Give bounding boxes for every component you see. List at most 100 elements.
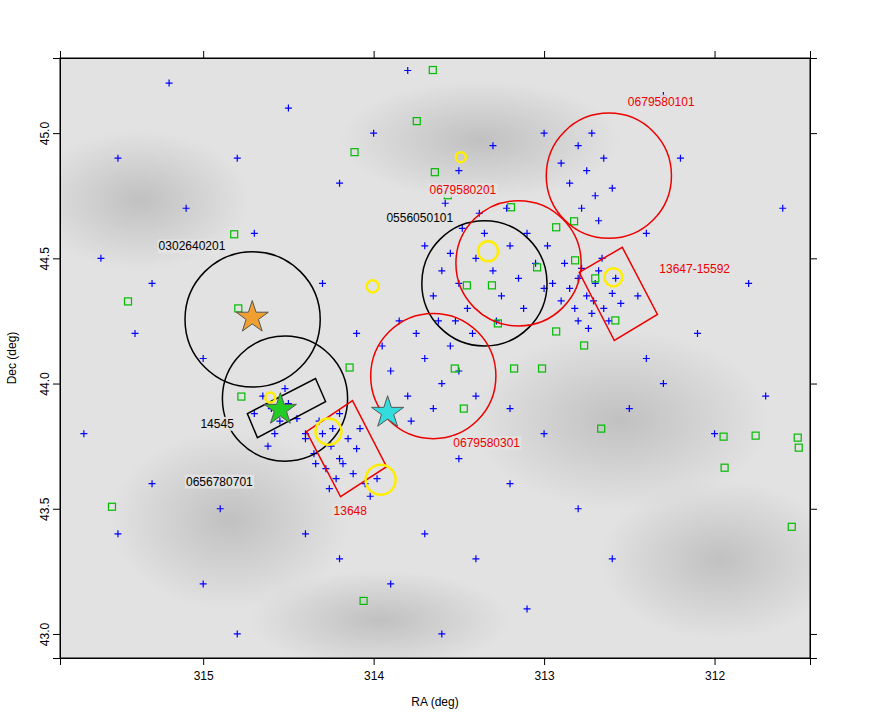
square-point (488, 282, 495, 289)
square-point (231, 231, 238, 238)
source-point (643, 355, 650, 362)
y-tick-mark (53, 258, 60, 259)
source-point (677, 155, 684, 162)
source-point (634, 292, 641, 299)
field-label-group: 14545 (199, 417, 235, 431)
square-point (238, 393, 245, 400)
source-point (583, 167, 590, 174)
source-point (575, 317, 582, 324)
source-point (498, 292, 505, 299)
source-point (387, 580, 394, 587)
x-tick (715, 51, 716, 58)
source-point (353, 445, 360, 452)
square-point (360, 597, 367, 604)
label-patch (429, 183, 498, 197)
label-patch (385, 211, 454, 225)
y-tick-mark (810, 509, 817, 510)
y-axis-line (53, 59, 61, 659)
y-tick-mark (810, 384, 817, 385)
source-point (544, 242, 551, 249)
y-tick: 44.5 (38, 247, 60, 271)
source-point (600, 305, 607, 312)
field-label-group: 0656780701 (185, 475, 254, 489)
region-circle (366, 465, 396, 495)
source-point (217, 505, 224, 512)
source-point (549, 280, 556, 287)
chart-svg: 31531431331243.043.544.044.545.003026402… (0, 0, 869, 719)
label-patch (452, 436, 521, 450)
source-point (481, 230, 488, 237)
source-point (588, 310, 595, 317)
x-tick: 315 (194, 658, 214, 683)
square-point (463, 282, 470, 289)
source-point (609, 290, 616, 297)
source-point (541, 130, 548, 137)
source-point (595, 217, 602, 224)
source-point (609, 555, 616, 562)
source-point (350, 470, 357, 477)
square-point (752, 432, 759, 439)
square-point (346, 364, 353, 371)
source-point (319, 280, 326, 287)
source-point (404, 67, 411, 74)
square-point (539, 365, 546, 372)
square-point (534, 264, 541, 271)
y-tick-mark (53, 634, 60, 635)
source-point (234, 155, 241, 162)
field-label: 0656780701 (186, 475, 253, 489)
field-rectangle (247, 379, 325, 438)
region-circle (265, 393, 275, 403)
square-point (581, 342, 588, 349)
square-point (795, 444, 802, 451)
source-point (438, 380, 445, 387)
source-point (421, 530, 428, 537)
region-circle (315, 419, 341, 445)
field-label-group: 0679580301 (452, 436, 521, 450)
source-point (571, 305, 578, 312)
x-axis-line (61, 659, 811, 666)
source-point (575, 505, 582, 512)
field-circle (546, 113, 671, 238)
y-tick-mark (810, 133, 817, 134)
source-point (285, 105, 292, 112)
source-point (282, 385, 289, 392)
x-tick-label: 312 (705, 669, 725, 683)
field-labels: 0302640201055605010106567807010679580101… (158, 95, 732, 518)
y-tick-mark (810, 258, 817, 259)
field-label: 0302640201 (159, 239, 226, 253)
field-label-group: 0556050101 (385, 211, 454, 225)
source-point (578, 205, 585, 212)
source-point (438, 267, 445, 274)
source-point (489, 267, 496, 274)
source-point (302, 530, 309, 537)
source-point (566, 285, 573, 292)
field-outlines (185, 113, 671, 497)
source-point (694, 330, 701, 337)
star-point (236, 301, 268, 332)
source-point (333, 475, 340, 482)
field-rectangle (579, 247, 657, 340)
source-point (660, 380, 667, 387)
field-circle (371, 313, 496, 438)
square-point (571, 218, 578, 225)
x-tick: 312 (705, 658, 725, 683)
square-point (351, 149, 358, 156)
square-point (721, 464, 728, 471)
source-point (442, 200, 449, 207)
source-point (374, 475, 381, 482)
field-label-group: 0679580201 (429, 183, 498, 197)
source-point (711, 430, 718, 437)
source-point (575, 142, 582, 149)
label-patch (185, 475, 254, 489)
square-point (451, 365, 458, 372)
x-tick-mark (544, 658, 545, 665)
x-tick (374, 51, 375, 58)
y-tick (810, 384, 817, 385)
square-point (511, 365, 518, 372)
source-point (762, 393, 769, 400)
y-tick-label: 43.5 (38, 497, 52, 521)
label-patch (333, 504, 369, 518)
source-point (430, 292, 437, 299)
y-axis-line (811, 59, 818, 659)
nebula-shading (340, 80, 620, 200)
